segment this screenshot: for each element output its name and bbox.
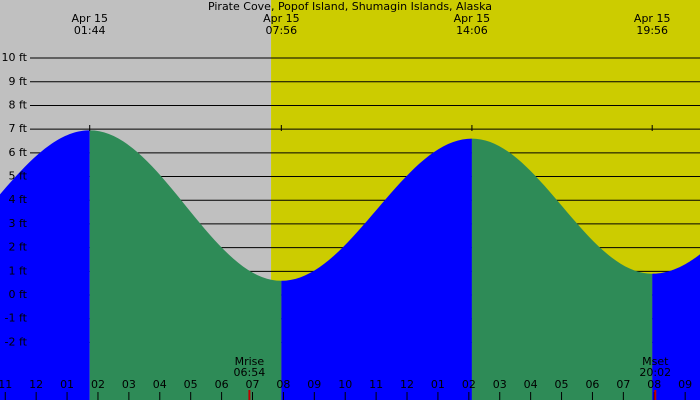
chart-title: Pirate Cove, Popof Island, Shumagin Isla… bbox=[208, 0, 492, 13]
y-tick-label: -1 ft bbox=[5, 312, 28, 325]
x-tick-label: 08 bbox=[647, 378, 661, 391]
y-tick-label: 6 ft bbox=[9, 146, 28, 159]
y-tick-label: -2 ft bbox=[5, 335, 28, 348]
x-tick-label: 06 bbox=[215, 378, 229, 391]
y-tick-label: 7 ft bbox=[9, 122, 28, 135]
y-tick-label: 5 ft bbox=[9, 170, 28, 183]
rising-tide bbox=[0, 130, 90, 400]
event-time: 19:56 bbox=[636, 24, 668, 37]
x-tick-label: 02 bbox=[462, 378, 476, 391]
y-tick-label: 0 ft bbox=[9, 288, 28, 301]
x-tick-label: 11 bbox=[369, 378, 383, 391]
x-tick-label: 01 bbox=[431, 378, 445, 391]
moon-label: Mset bbox=[642, 355, 669, 368]
y-tick-label: 3 ft bbox=[9, 217, 28, 230]
moon-time: 20:02 bbox=[639, 366, 671, 379]
x-tick-label: 03 bbox=[122, 378, 136, 391]
event-time: 01:44 bbox=[74, 24, 106, 37]
x-tick-label: 12 bbox=[400, 378, 414, 391]
x-tick-label: 11 bbox=[0, 378, 12, 391]
y-tick-label: 8 ft bbox=[9, 98, 28, 111]
x-tick-label: 01 bbox=[60, 378, 74, 391]
rising-tide bbox=[652, 254, 700, 400]
y-tick-label: 1 ft bbox=[9, 264, 28, 277]
y-tick-label: 10 ft bbox=[2, 51, 28, 64]
x-tick-label: 12 bbox=[29, 378, 43, 391]
moon-time: 06:54 bbox=[234, 366, 266, 379]
x-tick-label: 09 bbox=[307, 378, 321, 391]
x-tick-label: 09 bbox=[678, 378, 692, 391]
event-time: 14:06 bbox=[456, 24, 488, 37]
falling-tide bbox=[89, 130, 282, 400]
event-time: 07:56 bbox=[265, 24, 297, 37]
rising-tide bbox=[281, 138, 472, 400]
x-tick-label: 07 bbox=[245, 378, 259, 391]
moon-label: Mrise bbox=[235, 355, 265, 368]
x-tick-label: 05 bbox=[184, 378, 198, 391]
falling-tide bbox=[471, 138, 653, 400]
event-date: Apr 15 bbox=[71, 12, 108, 25]
x-tick-label: 03 bbox=[493, 378, 507, 391]
x-tick-label: 02 bbox=[91, 378, 105, 391]
x-tick-label: 04 bbox=[153, 378, 167, 391]
y-tick-label: 4 ft bbox=[9, 193, 28, 206]
event-date: Apr 15 bbox=[263, 12, 300, 25]
x-tick-label: 06 bbox=[585, 378, 599, 391]
x-tick-label: 05 bbox=[555, 378, 569, 391]
y-tick-label: 9 ft bbox=[9, 75, 28, 88]
x-tick-label: 10 bbox=[338, 378, 352, 391]
x-tick-label: 04 bbox=[524, 378, 538, 391]
event-date: Apr 15 bbox=[634, 12, 671, 25]
y-tick-label: 2 ft bbox=[9, 241, 28, 254]
event-date: Apr 15 bbox=[454, 12, 491, 25]
x-tick-label: 08 bbox=[276, 378, 290, 391]
x-tick-label: 07 bbox=[616, 378, 630, 391]
